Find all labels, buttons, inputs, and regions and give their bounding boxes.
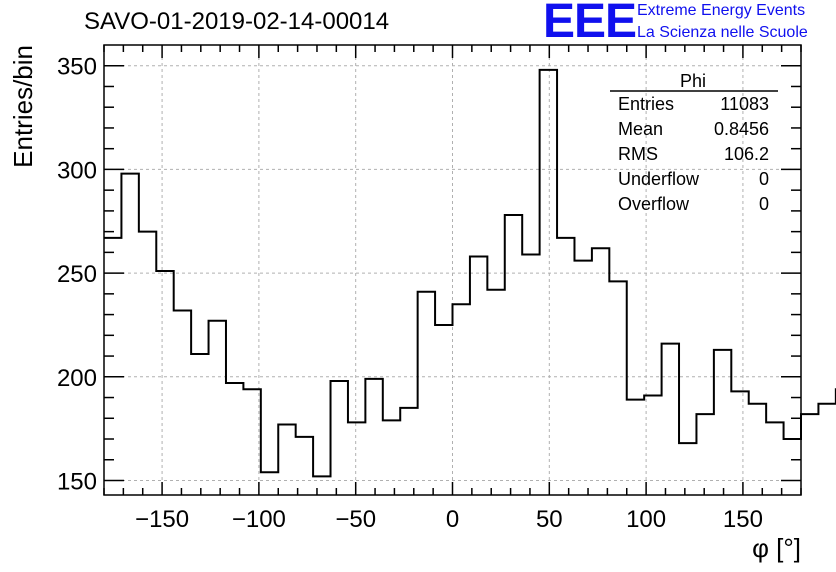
y-tick-label: 300: [57, 157, 97, 184]
x-tick-label: −50: [335, 506, 376, 533]
eee-logo: EEE: [543, 0, 637, 48]
stats-value: 11083: [720, 94, 769, 114]
logo-line-2: La Scienza nelle Scuole: [637, 24, 808, 41]
stats-label: Entries: [618, 94, 674, 114]
stats-label: Underflow: [618, 169, 700, 189]
axis-ticks: [103, 45, 802, 495]
x-axis-label: φ [°]: [752, 533, 801, 563]
x-tick-label: 0: [446, 506, 459, 533]
x-tick-label: 150: [723, 506, 763, 533]
stats-value: 0: [759, 169, 769, 189]
x-tick-label: 50: [536, 506, 563, 533]
grid: [104, 45, 801, 495]
chart-title: SAVO-01-2019-02-14-00014: [84, 8, 390, 35]
x-tick-label: −150: [135, 506, 189, 533]
x-tick-labels: −150 −100 −50 0 50 100 150: [135, 506, 763, 533]
stats-label: Overflow: [618, 194, 690, 214]
stats-box: Phi Entries 11083 Mean 0.8456 RMS 106.2 Underf…: [610, 71, 778, 214]
stats-label: Mean: [618, 119, 663, 139]
y-tick-label: 200: [57, 365, 97, 392]
stats-label: RMS: [618, 144, 658, 164]
logo-line-1: Extreme Energy Events: [637, 2, 806, 19]
y-axis-label: Entries/bin: [8, 45, 38, 168]
y-tick-label: 350: [57, 54, 97, 81]
x-tick-label: −100: [232, 506, 286, 533]
histogram-line: [104, 68, 836, 478]
stats-value: 106.2: [724, 144, 769, 164]
stats-box-title: Phi: [680, 71, 706, 91]
y-tick-labels: 150 200 250 300 350: [57, 54, 97, 496]
y-tick-label: 150: [57, 468, 97, 495]
x-tick-label: 100: [626, 506, 666, 533]
stats-value: 0: [759, 194, 769, 214]
y-tick-label: 250: [57, 261, 97, 288]
stats-value: 0.8456: [714, 119, 769, 139]
